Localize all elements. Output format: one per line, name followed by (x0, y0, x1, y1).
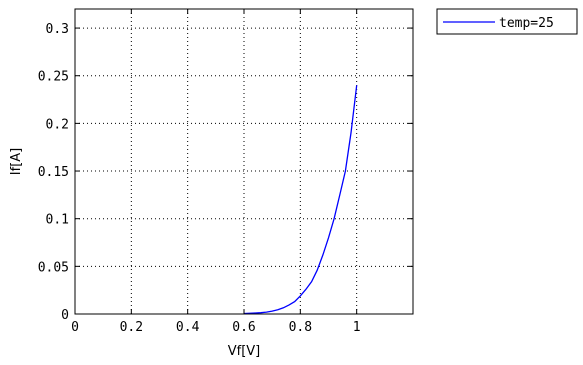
x-tick-label: 1 (353, 320, 361, 335)
grid-lines (75, 9, 413, 314)
plot-area: 0 0.2 0.4 0.6 0.8 1 0 0.05 0.1 0.15 0.2 0.25 0.3 (38, 8, 414, 335)
x-tick-label: 0.6 (232, 320, 255, 335)
series-line (243, 85, 358, 315)
y-tick-label: 0.2 (46, 117, 69, 132)
y-axis-label: If[A] (9, 148, 24, 175)
x-tick-label: 0 (71, 320, 79, 335)
x-tick-label: 0.2 (120, 320, 143, 335)
y-tick-label: 0.3 (46, 22, 69, 37)
series-layer (243, 85, 358, 315)
y-tick-label: 0.05 (38, 260, 69, 275)
y-tick-label: 0.1 (46, 213, 69, 228)
ticks-layer: 0 0.2 0.4 0.6 0.8 1 0 0.05 0.1 0.15 0.2 0.25 0.3 (38, 9, 413, 335)
y-tick-label: 0 (61, 308, 69, 323)
legend: temp=25 (436, 8, 578, 35)
x-tick-label: 0.4 (176, 320, 200, 335)
y-tick-label: 0.15 (38, 165, 69, 180)
y-tick-label: 0.25 (38, 70, 69, 85)
x-tick-label: 0.8 (289, 320, 312, 335)
x-axis-label: Vf[V] (228, 344, 261, 359)
legend-entry-label: temp=25 (499, 16, 554, 31)
